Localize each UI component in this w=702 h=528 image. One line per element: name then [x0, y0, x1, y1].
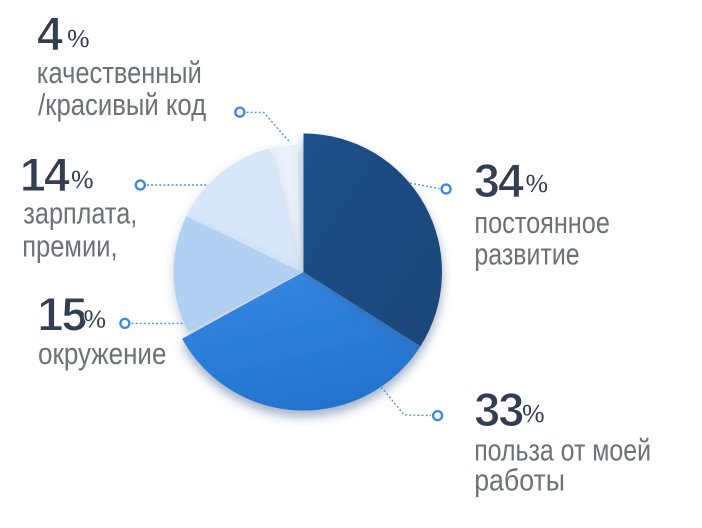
svg-text:окружение: окружение	[38, 336, 166, 371]
svg-text:4: 4	[37, 7, 63, 60]
svg-text:премии,: премии,	[22, 229, 117, 264]
svg-text:%: %	[522, 401, 545, 429]
svg-text:34: 34	[474, 154, 524, 207]
svg-text:зарплата,: зарплата,	[23, 196, 137, 231]
svg-text:%: %	[67, 26, 90, 54]
svg-text:15: 15	[37, 288, 86, 341]
svg-text:%: %	[84, 306, 107, 334]
svg-text:постоянное: постоянное	[474, 205, 610, 240]
svg-text:развитие: развитие	[474, 237, 579, 272]
svg-text:/красивый код: /красивый код	[38, 87, 206, 122]
svg-text:33: 33	[474, 383, 523, 436]
svg-text:%: %	[71, 167, 94, 195]
svg-text:14: 14	[20, 148, 70, 201]
svg-text:работы: работы	[474, 463, 565, 498]
svg-text:качественный: качественный	[37, 55, 202, 90]
svg-text:%: %	[526, 171, 549, 199]
svg-text:польза от моей: польза от моей	[474, 432, 651, 467]
